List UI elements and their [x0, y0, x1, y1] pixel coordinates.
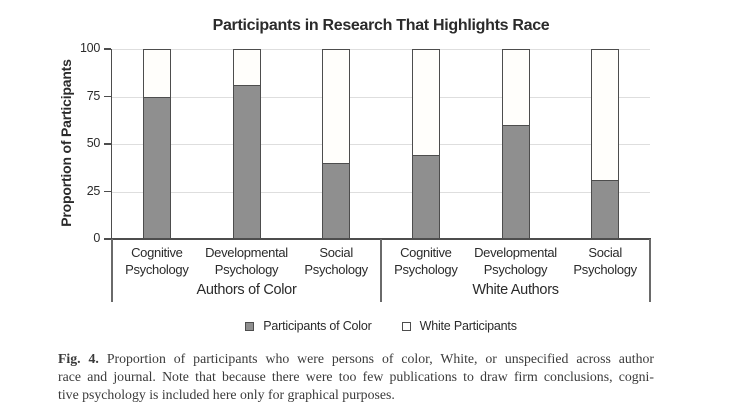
bar-authors-of-color-2 — [232, 49, 261, 239]
category-label-line2: Psychology — [125, 261, 189, 277]
figure-caption: Fig. 4. Proportion of participants who w… — [58, 350, 654, 404]
gridline-75 — [112, 96, 650, 98]
bar-segment-participants-of-color — [322, 163, 351, 239]
category-label-line2: Psychology — [304, 261, 368, 277]
group-label-1: Authors of Color — [196, 282, 297, 298]
category-label-line1: Cognitive — [400, 245, 452, 260]
group-divider-1 — [380, 239, 382, 302]
y-tick-100 — [104, 48, 111, 50]
x-axis-line — [110, 237, 651, 240]
caption-line-1: Fig. 4. Proportion of participants who w… — [58, 351, 654, 366]
y-tick-50 — [104, 143, 111, 145]
legend-label: White Participants — [419, 319, 517, 333]
legend-label: Participants of Color — [263, 319, 372, 333]
filled-square-icon — [245, 321, 255, 331]
caption-line-2: race and journal. Note that because ther… — [58, 369, 654, 384]
y-tick-label-75: 75 — [86, 88, 101, 103]
category-label-line2: Psychology — [214, 261, 279, 277]
bar-white-authors-1 — [411, 49, 440, 239]
category-label-line1: Social — [319, 245, 353, 260]
gridline-25 — [112, 191, 650, 193]
plot-area — [112, 49, 650, 239]
legend: Participants of Color White Participants — [112, 318, 650, 334]
category-label-line1: Cognitive — [131, 245, 183, 260]
category-label-6: Social Psychology — [550, 245, 660, 278]
category-label-1: Cognitive Psychology — [102, 245, 212, 278]
category-label-5: Developmental Psychology — [461, 245, 571, 278]
y-tick-label-0: 0 — [93, 231, 100, 245]
category-label-line2: Psychology — [573, 261, 637, 277]
caption-line-3: tive psychology is included here only fo… — [58, 387, 395, 402]
y-axis-line — [110, 49, 112, 239]
category-label-line2: Psychology — [483, 261, 548, 277]
group-label-2: White Authors — [472, 282, 559, 298]
category-label-line1: Developmental — [205, 245, 288, 260]
group-divider-0 — [111, 239, 113, 302]
bar-segment-participants-of-color — [232, 85, 261, 239]
bar-white-authors-2 — [501, 49, 530, 239]
legend-item-1: Participants of Color — [245, 319, 372, 333]
open-square-icon — [401, 321, 411, 331]
category-label-line1: Developmental — [474, 245, 557, 260]
category-label-line1: Social — [588, 245, 622, 260]
y-tick-label-50: 50 — [86, 136, 101, 150]
caption-figure-label: Fig. 4. — [58, 351, 99, 366]
gridline-50 — [112, 144, 650, 145]
bar-segment-participants-of-color — [411, 155, 440, 239]
y-tick-25 — [104, 190, 111, 193]
bar-white-authors-3 — [591, 49, 620, 239]
category-label-line2: Psychology — [394, 261, 458, 277]
chart-title: Participants in Research That Highlights… — [212, 17, 550, 34]
bar-authors-of-color-1 — [142, 49, 171, 239]
category-label-3: Social Psychology — [281, 245, 391, 278]
legend-item-2: White Participants — [401, 319, 517, 333]
bar-segment-participants-of-color — [501, 125, 530, 239]
group-divider-2 — [649, 239, 651, 302]
gridline-100 — [112, 49, 650, 50]
y-tick-0 — [104, 238, 111, 240]
category-label-4: Cognitive Psychology — [371, 245, 481, 278]
bar-authors-of-color-3 — [322, 49, 351, 239]
bar-segment-participants-of-color — [591, 180, 620, 239]
bar-segment-participants-of-color — [142, 96, 171, 239]
y-tick-label-25: 25 — [86, 183, 101, 198]
y-tick-75 — [104, 95, 111, 98]
category-label-2: Developmental Psychology — [192, 245, 302, 278]
y-tick-label-100: 100 — [80, 41, 100, 55]
